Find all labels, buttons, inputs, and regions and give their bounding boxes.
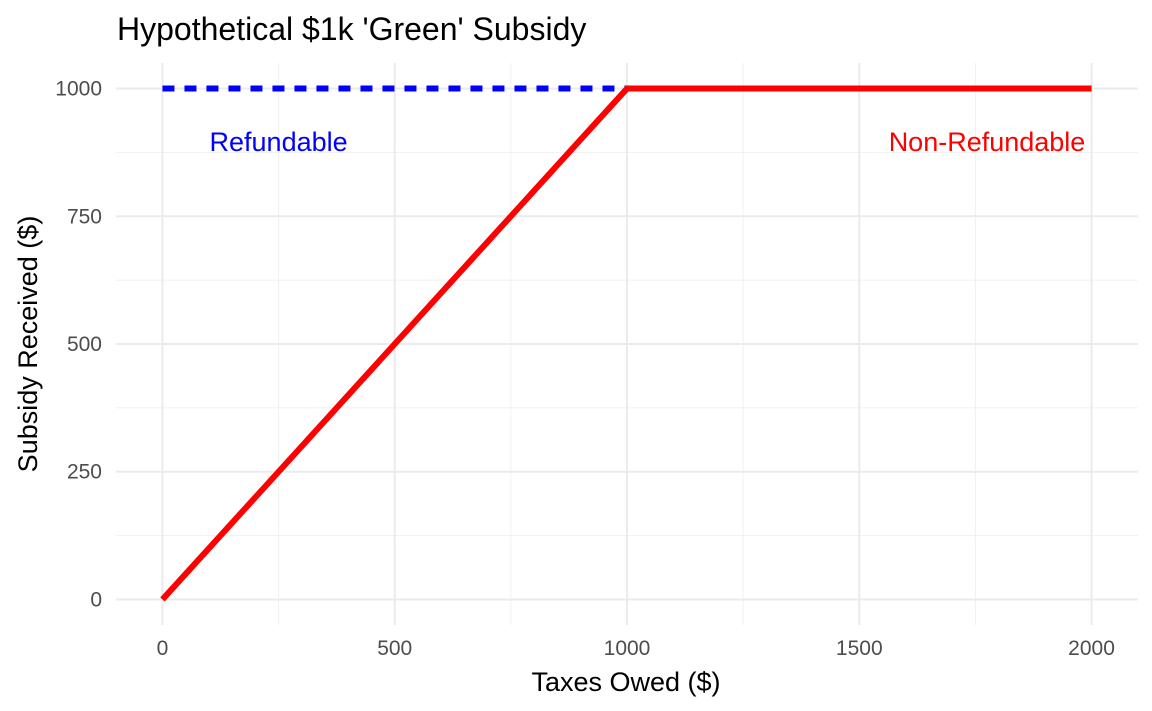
y-tick-label-4: 1000 <box>55 78 102 101</box>
y-tick-label-0: 0 <box>90 588 102 611</box>
y-tick-label-2: 500 <box>67 333 102 356</box>
x-axis-title: Taxes Owed ($) <box>531 667 720 697</box>
y-tick-label-1: 250 <box>67 461 102 484</box>
annotations: Refundable Non-Refundable <box>210 127 1086 157</box>
annotation-1: Non-Refundable <box>889 127 1086 157</box>
x-tick-label-1: 500 <box>377 637 412 660</box>
x-tick-label-2: 1000 <box>604 637 651 660</box>
annotation-0: Refundable <box>210 127 348 157</box>
x-tick-label-0: 0 <box>157 637 169 660</box>
x-tick-label-3: 1500 <box>836 637 883 660</box>
tick-labels: 0 500 1000 1500 2000 0 250 500 750 1000 <box>55 78 1115 660</box>
series-layer <box>160 85 1092 602</box>
series-line-1 <box>160 85 1092 602</box>
x-tick-label-4: 2000 <box>1068 637 1115 660</box>
y-tick-label-3: 750 <box>67 205 102 228</box>
y-axis-title: Subsidy Received ($) <box>13 216 43 473</box>
chart-title: Hypothetical $1k 'Green' Subsidy <box>117 11 586 47</box>
